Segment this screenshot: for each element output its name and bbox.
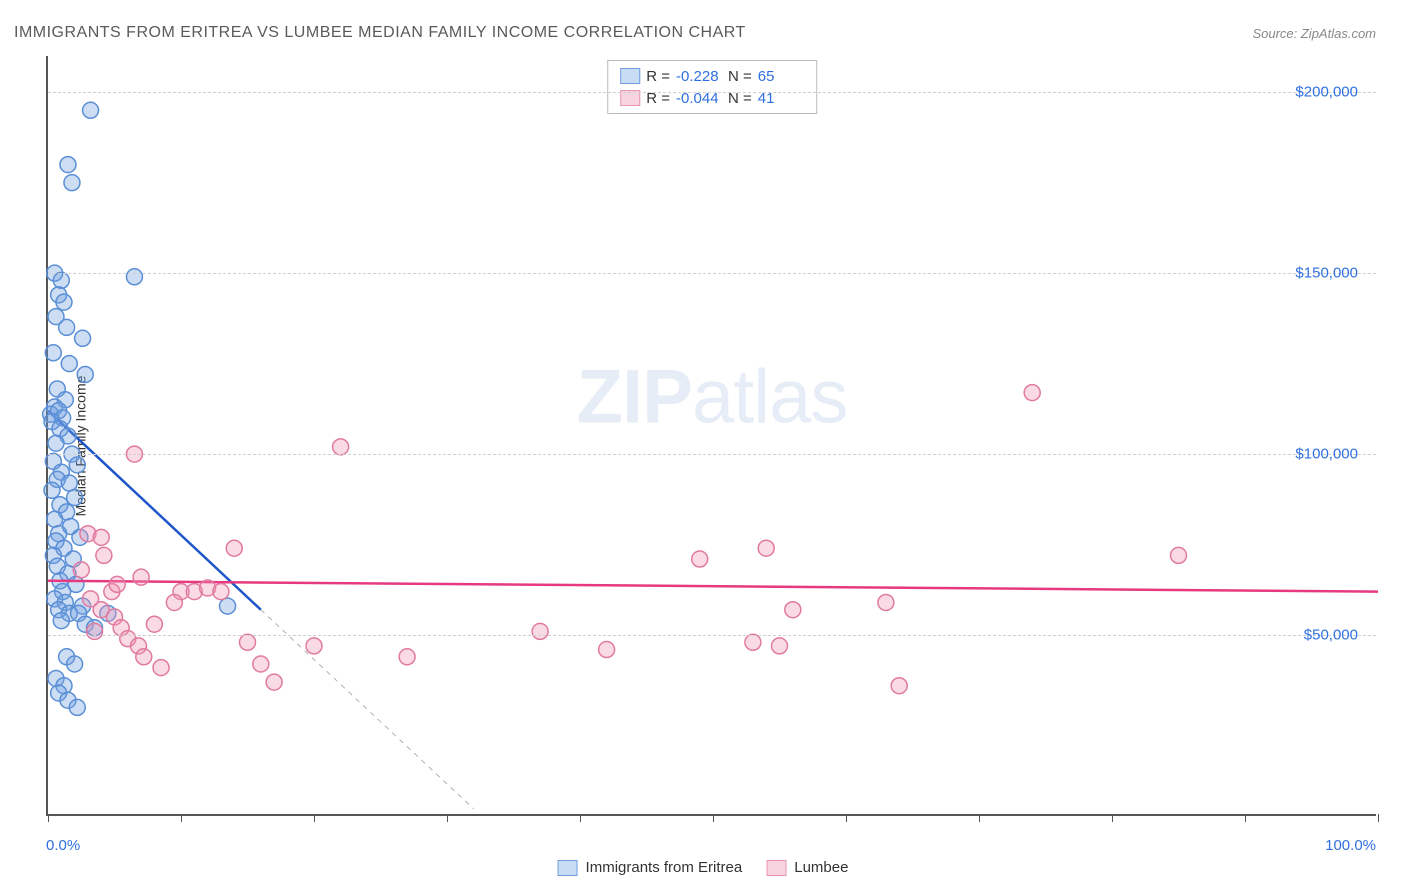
data-point [77,366,93,382]
data-point [109,576,125,592]
scatter-svg [48,56,1376,814]
legend-label-lumbee: Lumbee [794,859,848,876]
data-point [87,623,103,639]
x-tick [713,814,714,822]
data-point [532,623,548,639]
data-point [772,638,788,654]
data-point [75,330,91,346]
data-point [93,529,109,545]
data-point [240,634,256,650]
data-point [399,649,415,665]
data-point [61,356,77,372]
trendline [48,581,1378,592]
legend-item-eritrea: Immigrants from Eritrea [558,859,743,876]
y-tick-label: $100,000 [1295,446,1358,463]
x-tick [1378,814,1379,822]
x-tick [1112,814,1113,822]
data-point [67,490,83,506]
x-axis-max: 100.0% [1325,837,1376,854]
data-point [56,294,72,310]
data-point [266,674,282,690]
gridline [48,273,1376,274]
data-point [253,656,269,672]
data-point [166,594,182,610]
data-point [213,584,229,600]
data-point [83,591,99,607]
data-point [45,345,61,361]
x-axis-min: 0.0% [46,837,80,854]
data-point [60,157,76,173]
data-point [306,638,322,654]
data-point [226,540,242,556]
gridline [48,92,1376,93]
data-point [48,435,64,451]
legend-label-eritrea: Immigrants from Eritrea [586,859,743,876]
data-point [53,613,69,629]
data-point [67,656,83,672]
swatch-eritrea-icon [558,860,578,876]
data-point [758,540,774,556]
gridline [48,454,1376,455]
legend-item-lumbee: Lumbee [766,859,848,876]
data-point [53,272,69,288]
x-tick [580,814,581,822]
series-legend: Immigrants from Eritrea Lumbee [558,859,849,876]
data-point [59,319,75,335]
data-point [1171,547,1187,563]
data-point [61,475,77,491]
x-tick [979,814,980,822]
data-point [126,269,142,285]
x-tick [48,814,49,822]
data-point [136,649,152,665]
data-point [64,175,80,191]
data-point [785,602,801,618]
data-point [73,562,89,578]
x-tick [314,814,315,822]
y-tick-label: $150,000 [1295,265,1358,282]
data-point [96,547,112,563]
data-point [1024,385,1040,401]
data-point [599,642,615,658]
data-point [220,598,236,614]
data-point [69,457,85,473]
x-tick [846,814,847,822]
data-point [745,634,761,650]
chart-title: IMMIGRANTS FROM ERITREA VS LUMBEE MEDIAN… [14,24,746,42]
data-point [133,569,149,585]
data-point [878,594,894,610]
trendline-extension [261,610,474,809]
data-point [891,678,907,694]
data-point [47,511,63,527]
data-point [333,439,349,455]
x-tick [447,814,448,822]
data-point [146,616,162,632]
swatch-lumbee-icon [766,860,786,876]
y-tick-label: $50,000 [1304,627,1358,644]
data-point [44,482,60,498]
data-point [69,699,85,715]
data-point [153,660,169,676]
gridline [48,635,1376,636]
plot-area: ZIPatlas R = -0.228 N = 65 R = -0.044 N … [46,56,1376,816]
data-point [692,551,708,567]
x-tick [1245,814,1246,822]
x-tick [181,814,182,822]
y-tick-label: $200,000 [1295,84,1358,101]
source-attribution: Source: ZipAtlas.com [1252,26,1376,41]
data-point [83,102,99,118]
